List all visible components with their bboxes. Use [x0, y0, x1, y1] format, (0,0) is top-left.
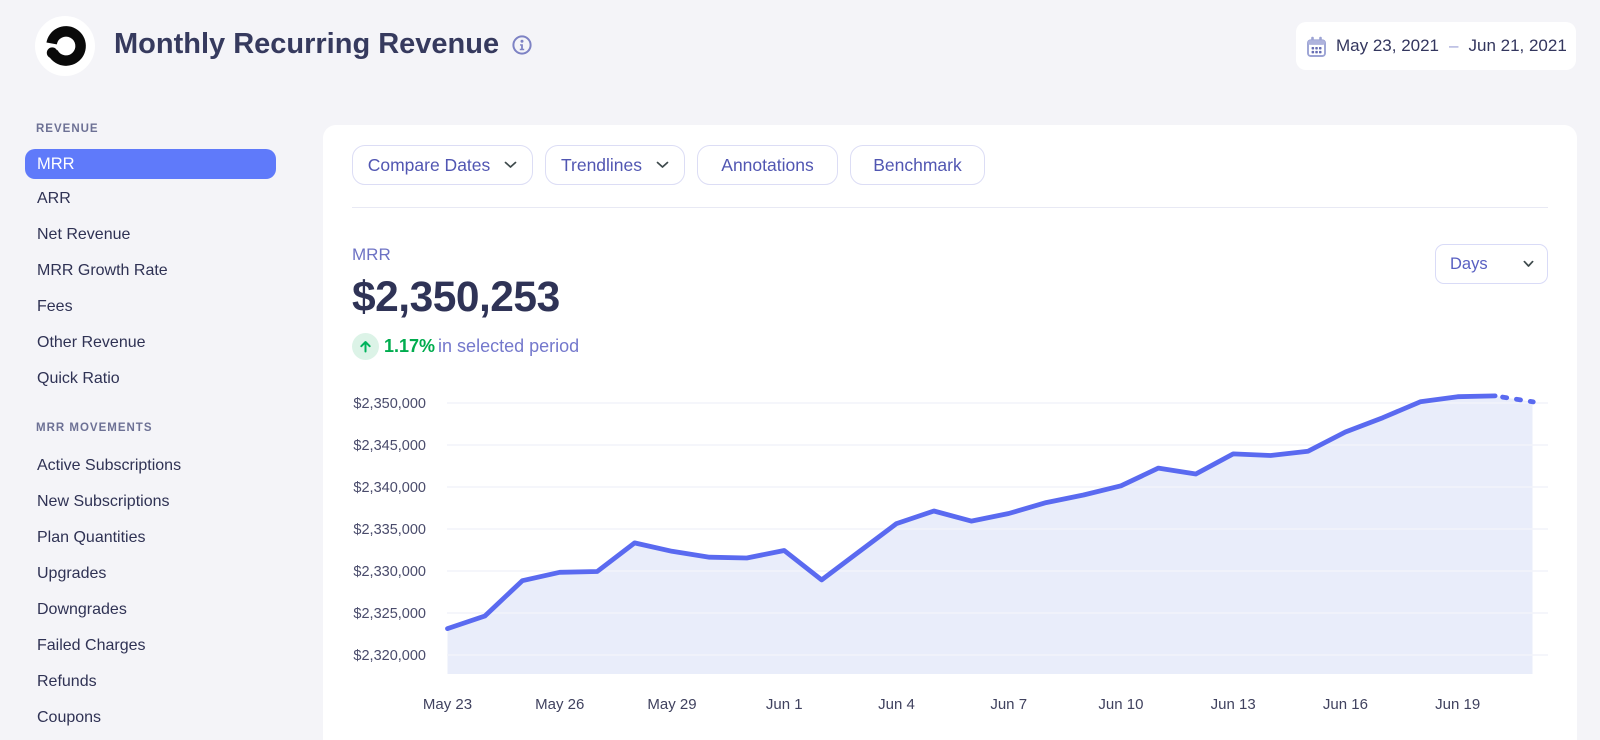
- svg-text:Jun 10: Jun 10: [1098, 696, 1143, 713]
- svg-text:Jun 19: Jun 19: [1435, 696, 1480, 713]
- svg-text:May 29: May 29: [647, 696, 696, 713]
- svg-text:$2,350,000: $2,350,000: [353, 396, 426, 412]
- svg-text:Jun 13: Jun 13: [1211, 696, 1256, 713]
- svg-text:$2,325,000: $2,325,000: [353, 606, 426, 622]
- svg-text:Jun 4: Jun 4: [878, 696, 915, 713]
- svg-text:May 23: May 23: [423, 696, 472, 713]
- svg-text:Jun 1: Jun 1: [766, 696, 803, 713]
- svg-text:$2,335,000: $2,335,000: [353, 522, 426, 538]
- svg-text:$2,320,000: $2,320,000: [353, 648, 426, 664]
- svg-text:Jun 16: Jun 16: [1323, 696, 1368, 713]
- svg-text:Jun 7: Jun 7: [990, 696, 1027, 713]
- svg-text:$2,340,000: $2,340,000: [353, 480, 426, 496]
- svg-text:$2,330,000: $2,330,000: [353, 564, 426, 580]
- svg-text:May 26: May 26: [535, 696, 584, 713]
- svg-text:$2,345,000: $2,345,000: [353, 438, 426, 454]
